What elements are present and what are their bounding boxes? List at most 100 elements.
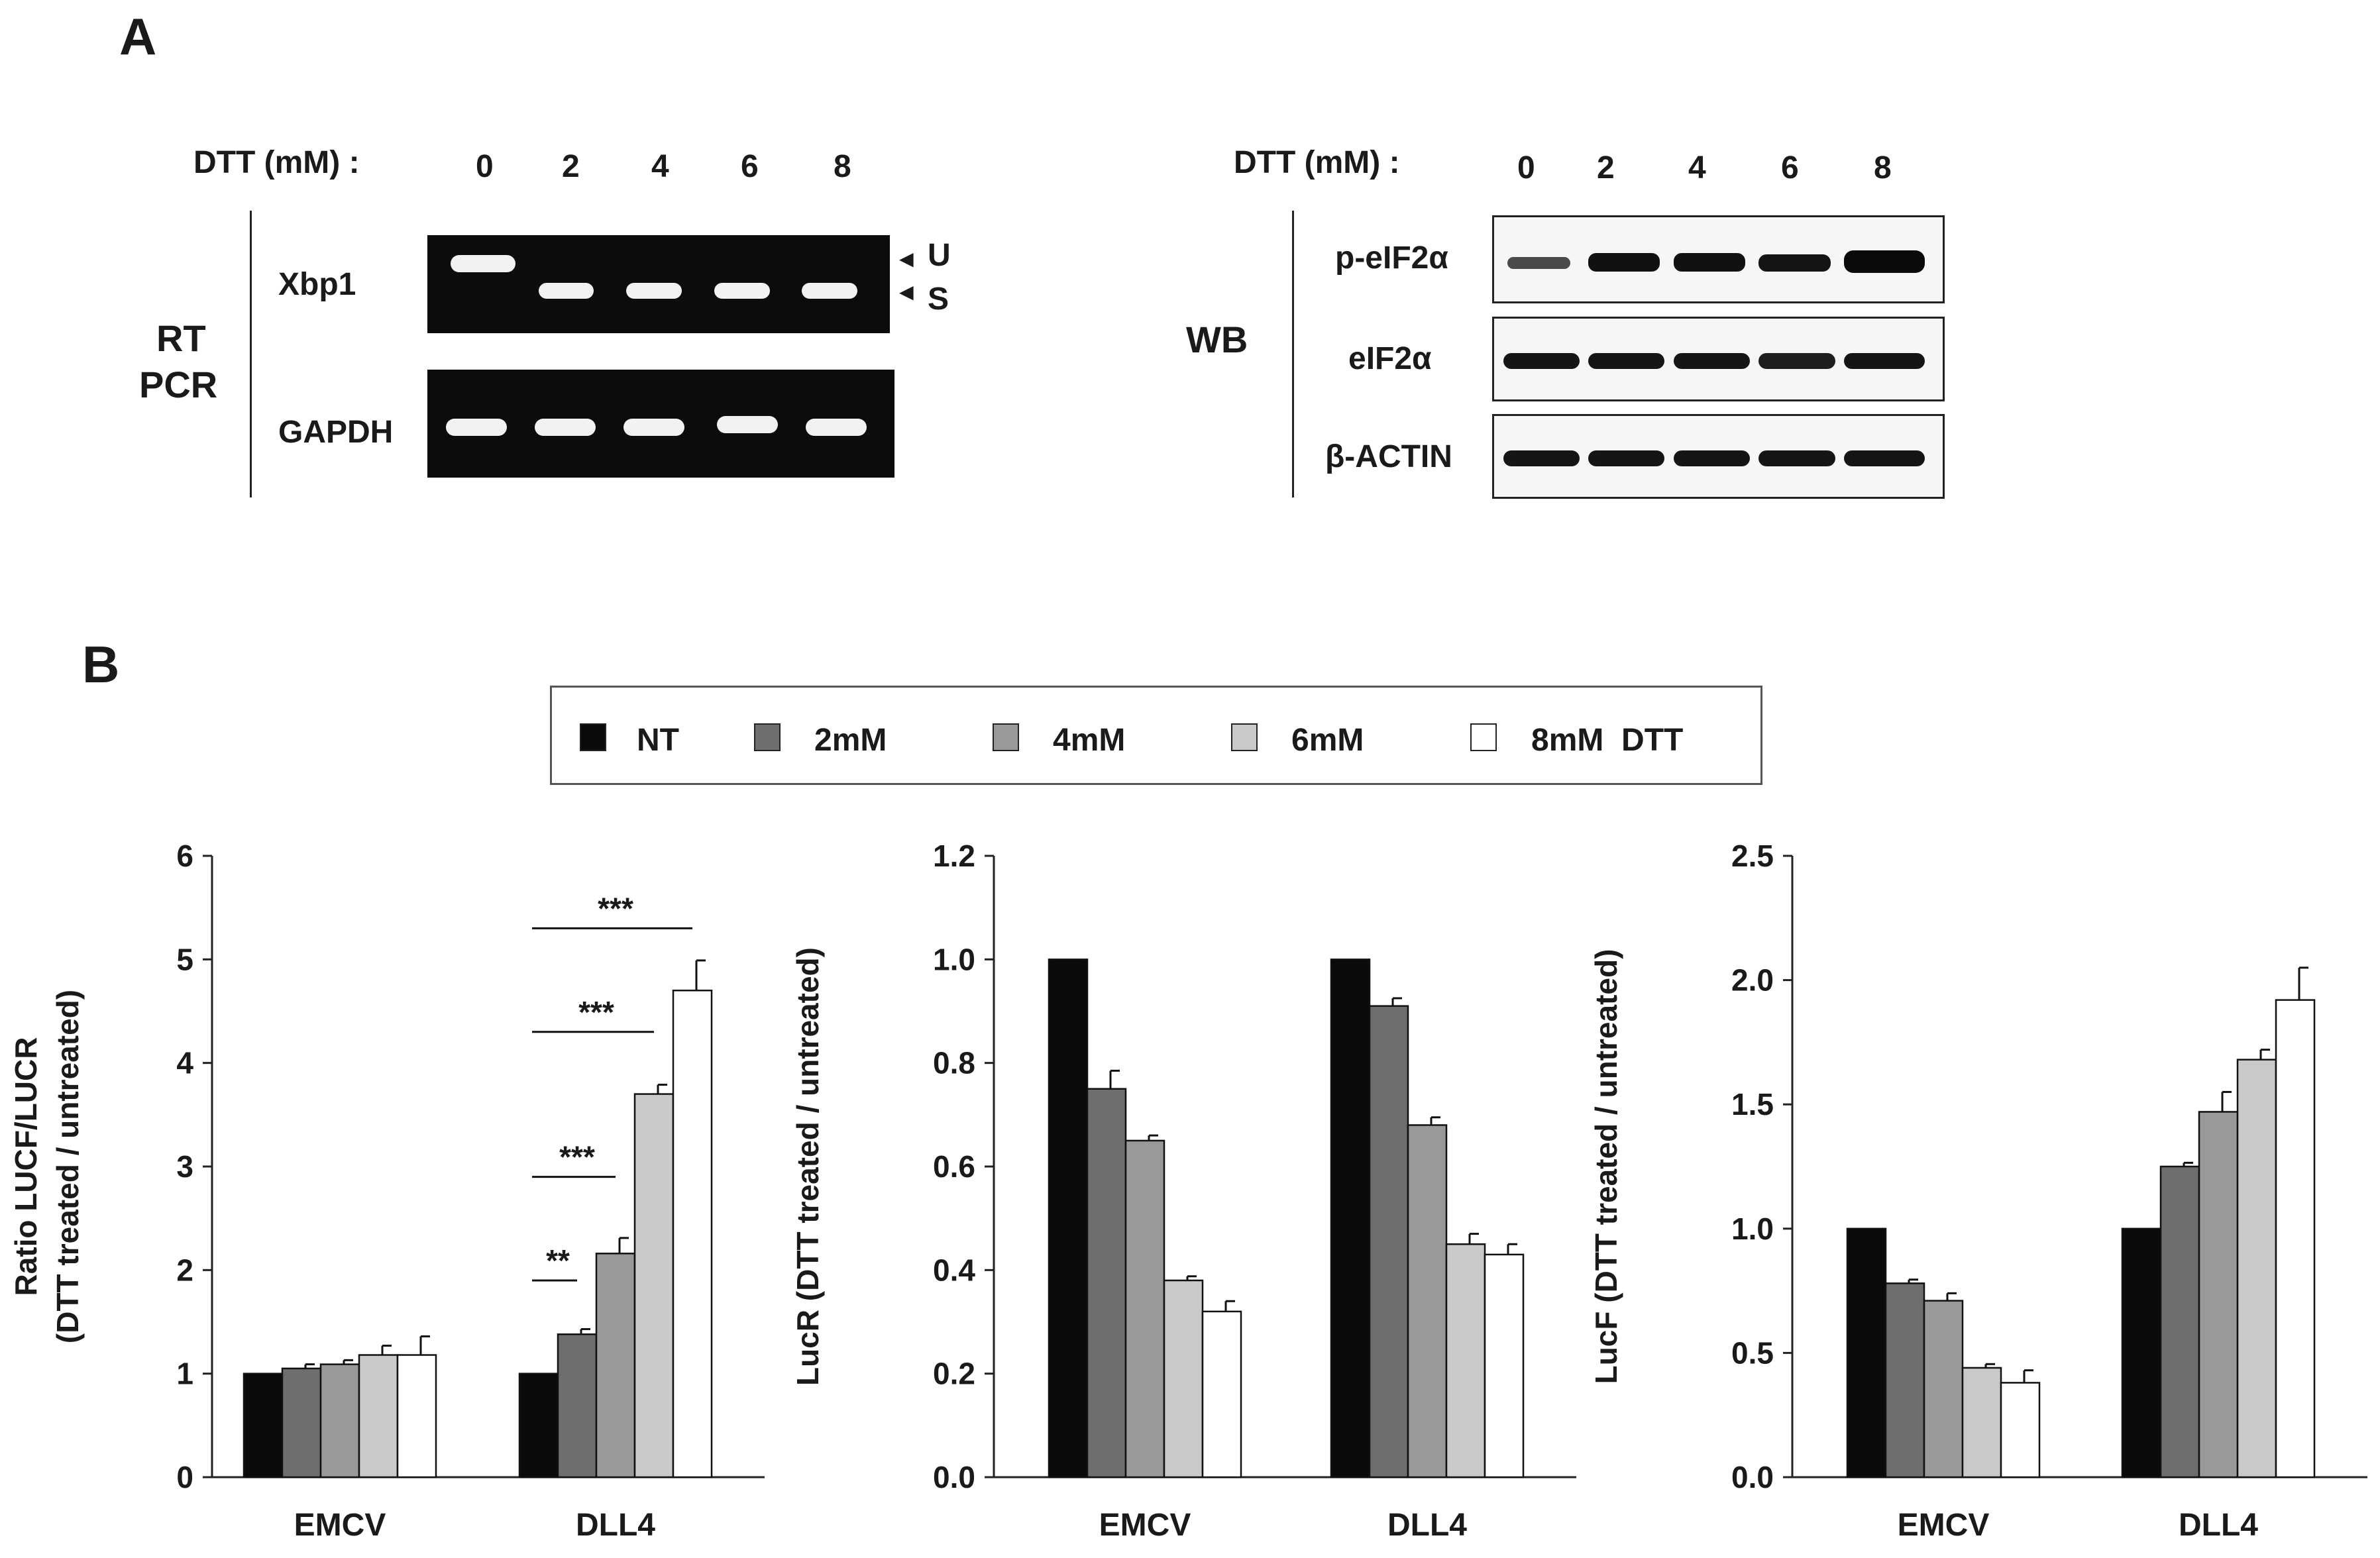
bar bbox=[2121, 1227, 2162, 1479]
bar bbox=[1163, 1279, 1204, 1479]
significance-label: ** bbox=[546, 1243, 570, 1278]
bar bbox=[1048, 959, 1089, 1479]
wb-dtt-label: DTT (mM) : bbox=[1234, 145, 1400, 180]
blot-band bbox=[1758, 254, 1831, 272]
y-tick-label: 0.0 bbox=[933, 1460, 975, 1494]
beta-actin-blot bbox=[1492, 414, 1945, 499]
wb-side-label: WB bbox=[1186, 319, 1248, 360]
wb-lane-6: 6 bbox=[1781, 150, 1799, 185]
rtpcr-lane-2: 2 bbox=[562, 149, 580, 184]
p-eif2a-blot bbox=[1492, 215, 1945, 303]
y-tick-label: 3 bbox=[176, 1149, 193, 1184]
legend: NT 2mM 4mM 6mM 8mM DTT bbox=[550, 686, 1762, 785]
xbp1-band-u bbox=[450, 255, 515, 272]
bar bbox=[358, 1354, 399, 1479]
panel-a-letter: A bbox=[119, 7, 157, 66]
bar bbox=[1407, 1124, 1448, 1479]
legend-swatch-6mm bbox=[1231, 723, 1258, 751]
gapdh-band bbox=[446, 419, 507, 436]
rtpcr-side-label-pcr: PCR bbox=[139, 364, 218, 405]
rtpcr-lane-6: 6 bbox=[741, 149, 759, 184]
legend-label-6mm: 6mM bbox=[1291, 723, 1364, 758]
legend-swatch-nt bbox=[580, 723, 606, 751]
y-tick-label: 1.2 bbox=[933, 839, 975, 873]
y-tick-label: 0.8 bbox=[933, 1046, 975, 1080]
bar bbox=[595, 1253, 636, 1479]
bar bbox=[1368, 1005, 1409, 1479]
x-tick-label: DLL4 bbox=[2179, 1508, 2258, 1543]
rtpcr-divider bbox=[250, 211, 252, 497]
arrow-u-icon: ◄ bbox=[894, 245, 918, 272]
blot-band bbox=[1844, 450, 1925, 466]
legend-label-nt: NT bbox=[637, 723, 679, 758]
bar bbox=[1484, 1253, 1525, 1479]
bar bbox=[1846, 1227, 1887, 1479]
y-tick-label: 0.5 bbox=[1731, 1335, 1774, 1370]
bar bbox=[396, 1354, 437, 1479]
blot-band bbox=[1758, 353, 1835, 369]
y-axis-label: LucF (DTT treated / untreated) bbox=[1589, 949, 1623, 1384]
bar-charts: 0 1 2 3 4 5 6 Ratio LUCF/LUCR (DTT treated / unt… bbox=[9, 839, 2367, 1543]
rtpcr-row-label-gapdh: GAPDH bbox=[278, 415, 394, 450]
chart-lucf: 0.0 0.5 1.0 1.5 2.0 2.5 LucF (DTT treated / un… bbox=[1589, 839, 2367, 1543]
rtpcr-lane-0: 0 bbox=[476, 149, 494, 184]
bar bbox=[1086, 1088, 1127, 1479]
y-tick-label: 0.2 bbox=[933, 1357, 975, 1391]
bar bbox=[557, 1333, 598, 1479]
arrow-s-icon: ◄ bbox=[894, 278, 918, 305]
chart-ratio-lucf-lucr: 0 1 2 3 4 5 6 Ratio LUCF/LUCR (DTT treated / unt… bbox=[9, 839, 765, 1543]
blot-band bbox=[1844, 353, 1925, 369]
significance-label: *** bbox=[559, 1140, 595, 1174]
blot-band bbox=[1507, 257, 1571, 269]
bar bbox=[1201, 1310, 1242, 1479]
blot-band bbox=[1503, 353, 1580, 369]
y-tick-label: 4 bbox=[176, 1046, 193, 1080]
marker-s: S bbox=[928, 282, 949, 317]
bar bbox=[633, 1093, 675, 1479]
gapdh-band bbox=[806, 419, 867, 436]
y-axis-label: LucR (DTT treated / untreated) bbox=[790, 947, 825, 1386]
legend-label-2mm: 2mM bbox=[814, 723, 887, 758]
eif2a-blot bbox=[1492, 317, 1945, 401]
wb-lane-0: 0 bbox=[1517, 150, 1535, 185]
bar bbox=[1330, 959, 1371, 1479]
bar bbox=[2275, 999, 2316, 1479]
gapdh-gel bbox=[427, 370, 894, 478]
rtpcr-lane-8: 8 bbox=[834, 149, 851, 184]
y-tick-label: 1.0 bbox=[1731, 1212, 1774, 1246]
rtpcr-side-label-rt: RT bbox=[156, 317, 206, 359]
x-tick-label: DLL4 bbox=[576, 1508, 655, 1543]
significance-label: *** bbox=[598, 891, 633, 925]
rtpcr-lane-4: 4 bbox=[651, 149, 669, 184]
y-tick-label: 0.0 bbox=[1731, 1460, 1774, 1494]
legend-label-8mm: 8mM DTT bbox=[1531, 723, 1684, 758]
legend-swatch-2mm bbox=[754, 723, 781, 751]
bar bbox=[2000, 1382, 2041, 1479]
rtpcr-dtt-label: DTT (mM) : bbox=[193, 145, 360, 180]
legend-label-4mm: 4mM bbox=[1053, 723, 1126, 758]
blot-band bbox=[1673, 353, 1750, 369]
y-tick-label: 0 bbox=[176, 1460, 193, 1494]
blot-band bbox=[1844, 250, 1925, 273]
panel-b-letter: B bbox=[82, 635, 120, 694]
xbp1-band-s bbox=[714, 283, 770, 299]
xbp1-band-s bbox=[802, 283, 858, 299]
bar bbox=[1884, 1282, 1925, 1479]
bar bbox=[1124, 1139, 1165, 1479]
gapdh-band bbox=[623, 419, 684, 436]
y-tick-label: 1 bbox=[176, 1357, 193, 1391]
wb-divider bbox=[1292, 211, 1294, 497]
y-axis-label: (DTT treated / untreated) bbox=[50, 990, 85, 1343]
blot-band bbox=[1503, 450, 1580, 466]
legend-swatch-4mm bbox=[993, 723, 1019, 751]
wb-row-label-beta-actin: β-ACTIN bbox=[1325, 439, 1452, 474]
significance-label: *** bbox=[578, 995, 614, 1029]
x-tick-label: EMCV bbox=[1898, 1508, 1990, 1543]
bar bbox=[281, 1367, 322, 1479]
blot-band bbox=[1673, 253, 1746, 272]
y-tick-label: 1.5 bbox=[1731, 1087, 1774, 1121]
gapdh-band bbox=[717, 416, 778, 433]
xbp1-band-s bbox=[538, 283, 594, 299]
x-tick-label: EMCV bbox=[294, 1508, 386, 1543]
bar bbox=[1961, 1367, 2002, 1479]
